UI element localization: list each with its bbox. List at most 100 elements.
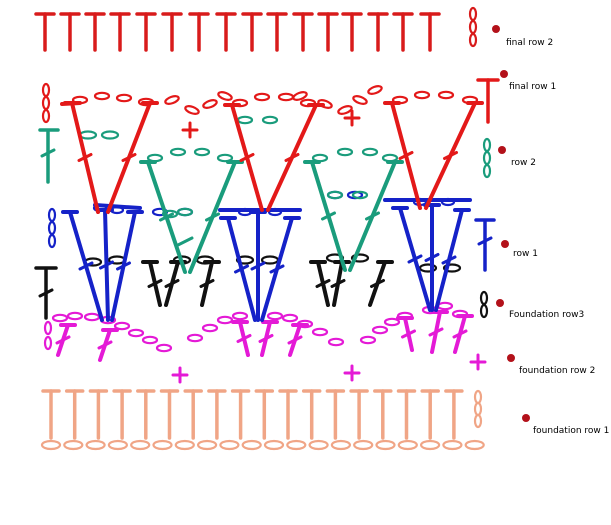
- chain-stitch: [201, 323, 219, 333]
- turning-chain: [468, 19, 478, 35]
- label-foundation-row-1: foundation row 1: [533, 426, 610, 436]
- turning-chain: [468, 32, 478, 48]
- label-marker-foundation-row-1: [522, 414, 530, 422]
- chain-stitch: [375, 439, 396, 451]
- chain-stitch: [330, 439, 351, 451]
- chain-stitch: [152, 439, 173, 451]
- chain-stitch: [231, 311, 249, 321]
- turning-chain: [479, 303, 489, 319]
- chain-stitch: [100, 130, 120, 140]
- dc-slash: [121, 153, 137, 162]
- chain-stitch: [277, 92, 295, 102]
- chain-stitch: [350, 253, 370, 263]
- chain-stitch: [193, 147, 211, 157]
- chain-stitch: [219, 439, 240, 451]
- label-marker-foundation-row-2: [507, 354, 515, 362]
- dc-slash: [407, 254, 423, 264]
- dc-slash: [315, 279, 331, 288]
- chain-stitch: [85, 439, 106, 451]
- turning-chain: [47, 220, 57, 236]
- chain-stitch: [267, 207, 283, 217]
- chain-stitch: [40, 439, 62, 451]
- chain-stitch: [109, 205, 125, 215]
- chain-stitch: [359, 335, 377, 345]
- chain-stitch: [216, 153, 234, 163]
- dc-slash: [428, 327, 444, 337]
- chain-stitch: [107, 439, 129, 451]
- dc-slash: [250, 261, 266, 271]
- chain-stitch: [202, 99, 218, 109]
- dc-slash: [269, 264, 285, 274]
- turning-chain: [479, 290, 489, 306]
- chain-stitch: [383, 317, 401, 327]
- turning-chain: [47, 233, 57, 249]
- dc-slash: [287, 335, 303, 345]
- chain-stitch: [51, 313, 69, 323]
- chain-stitch: [311, 327, 329, 337]
- turning-chain: [482, 150, 492, 166]
- dc-slash: [401, 329, 416, 339]
- dc-slash: [321, 211, 336, 221]
- dc-slash: [55, 335, 71, 345]
- chain-stitch: [235, 255, 255, 265]
- chain-stitch: [155, 343, 173, 353]
- label-marker-final-row-2: [492, 25, 500, 33]
- chain-stitch: [169, 147, 187, 157]
- chain-stitch: [253, 92, 271, 102]
- label-foundation-row-2: foundation row 2: [519, 366, 596, 376]
- dc-slash: [239, 153, 255, 162]
- chain-stitch: [367, 85, 383, 95]
- chain-stitch: [78, 130, 98, 140]
- chain-stitch: [130, 439, 151, 451]
- dc-slash: [147, 279, 163, 288]
- dc-slash: [116, 261, 131, 271]
- dc-slash: [205, 212, 220, 222]
- chain-stitch: [336, 147, 354, 157]
- dc-slash: [424, 253, 440, 262]
- chain-stitch: [442, 263, 462, 273]
- chain-stitch: [353, 439, 374, 451]
- turning-chain: [473, 401, 483, 417]
- turning-chain: [473, 389, 483, 405]
- dc-slash: [77, 153, 93, 162]
- chain-stitch: [63, 439, 84, 451]
- chain-stitch: [241, 439, 262, 451]
- chain-stitch: [164, 95, 180, 105]
- chain-stitch: [420, 439, 441, 451]
- dc-slash: [199, 279, 215, 288]
- dc-slash: [365, 211, 380, 221]
- chain-stitch: [83, 312, 101, 322]
- final-row-2-stitches: [34, 6, 478, 52]
- label-marker-row-1: [501, 240, 509, 248]
- turning-chain: [482, 137, 492, 153]
- chain-stitch: [115, 93, 133, 103]
- chain-stitch: [327, 337, 345, 347]
- turning-post-slash: [477, 236, 493, 246]
- turning-chain: [468, 6, 478, 22]
- turning-post-slash: [38, 288, 54, 298]
- label-final-row-2: final row 2: [506, 38, 554, 48]
- chain-stitch: [418, 263, 438, 273]
- chain-stitch: [263, 439, 285, 451]
- dc-slash: [258, 334, 274, 343]
- chain-stitch: [317, 99, 333, 109]
- chain-stitch: [337, 105, 353, 115]
- chain-stitch: [266, 311, 284, 321]
- dc-slash: [443, 151, 458, 160]
- chain-stitch: [66, 311, 84, 321]
- label-row-1: row 1: [513, 249, 538, 259]
- turning-chain: [41, 95, 51, 111]
- dc-slash: [176, 236, 194, 247]
- dc-slash: [452, 329, 468, 339]
- chain-stitch: [397, 439, 418, 451]
- label-row-2: row 2: [511, 158, 536, 168]
- row-1-stitches: [47, 190, 496, 322]
- dc-slash: [97, 340, 113, 350]
- label-marker-foundation-row-3: [496, 299, 504, 307]
- label-final-row-1: final row 1: [509, 82, 557, 92]
- chain-stitch: [217, 91, 233, 101]
- chain-stitch: [236, 115, 254, 125]
- chain-stitch: [413, 90, 431, 100]
- final-row-1-stitches: [41, 78, 500, 214]
- dc-slash: [99, 260, 114, 270]
